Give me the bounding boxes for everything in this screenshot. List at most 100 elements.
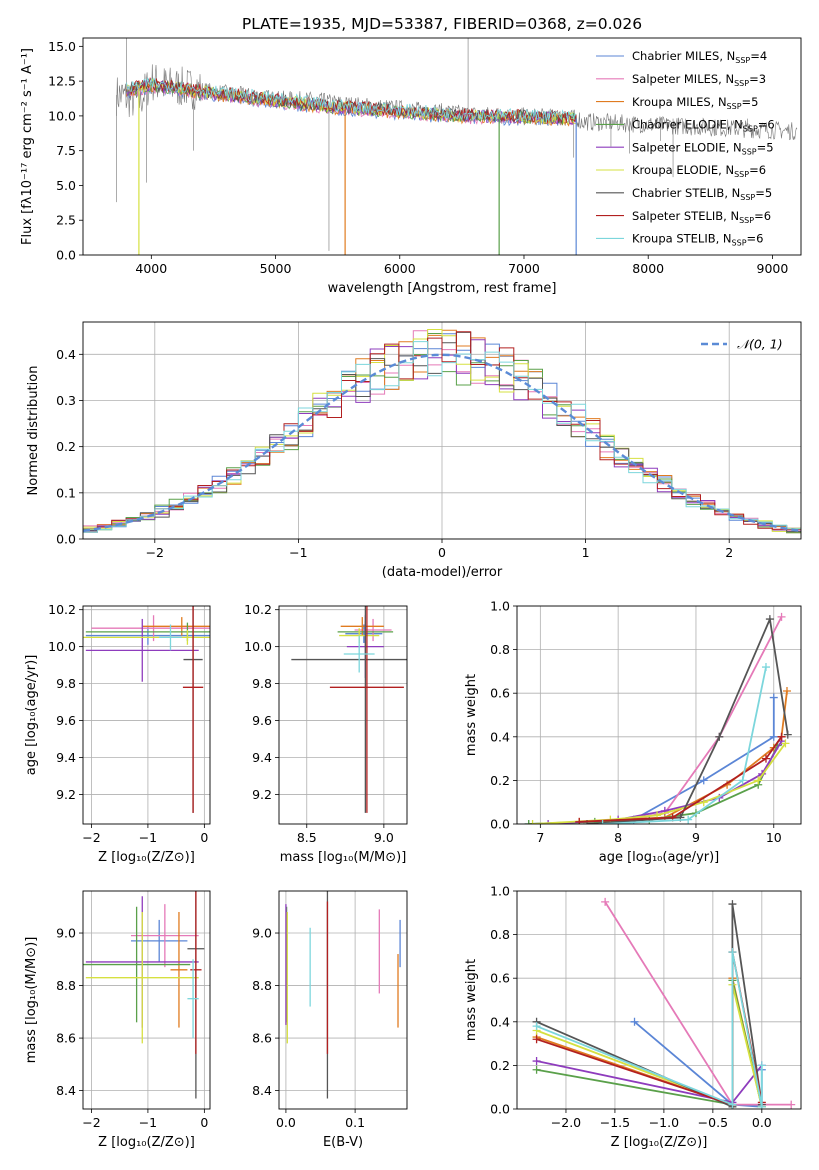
plot-area-residuals [83, 322, 801, 539]
panel-weight_vs_Z: −2.0 −1.5 −1.0 −0.5 0.0 0.0 0.2 0.4 0.6 0.8 1.0 Z [… [464, 884, 802, 1150]
x-tick-label: 0.0 [752, 1115, 772, 1130]
x-tick-label: 8 [614, 830, 622, 845]
axes-frame [82, 37, 802, 256]
y-tick-label: 0.0 [56, 532, 76, 547]
x-tick-label: −1 [139, 1115, 157, 1130]
marker-kroupa-miles [782, 687, 791, 696]
x-tick-label: 7000 [508, 261, 540, 276]
legend-label: Kroupa ELODIE, NSSP=6 [632, 163, 766, 179]
x-tick-label: 9.0 [374, 830, 394, 845]
panel-age_vs_mass: 8.5 9.0 9.2 9.4 9.6 9.8 10.0 10.2 mass [log₁₀(M/… [244, 602, 408, 865]
marker-chabrier-stelib [765, 615, 774, 624]
x-tick-label: 10 [766, 830, 782, 845]
axes-frame [278, 605, 408, 825]
x-tick-label: 1 [582, 545, 590, 560]
model-line-kroupa-stelib [126, 77, 577, 124]
x-axis-label: E(B-V) [323, 1135, 363, 1150]
x-tick-label: 7 [536, 830, 544, 845]
marker-kroupa-stelib [728, 948, 737, 957]
marker-kroupa-stelib [757, 1061, 766, 1070]
panel-age_vs_Z: −2 −1 0 9.2 9.4 9.6 9.8 10.0 10.2 Z [log₁₀(Z/Z⊙)]… [24, 602, 211, 865]
y-tick-label: 7.5 [56, 143, 76, 158]
y-tick-label: 9.0 [56, 926, 76, 941]
plot-area-age_vs_Z [83, 606, 210, 824]
x-tick-label: 4000 [135, 261, 167, 276]
x-tick-label: −2 [146, 545, 164, 560]
y-tick-label: 9.8 [252, 676, 272, 691]
y-tick-label: 8.4 [252, 1083, 272, 1098]
y-tick-label: 9.6 [56, 713, 76, 728]
axes-frame [82, 321, 802, 540]
x-tick-label: −1.0 [649, 1115, 679, 1130]
line-salpeter-stelib [579, 736, 783, 823]
x-axis-label: Z [log₁₀(Z/Z⊙)] [611, 1135, 708, 1150]
marker-salpeter-stelib [761, 754, 770, 763]
y-tick-label: 8.8 [252, 978, 272, 993]
y-axis-label: Normed distribution [26, 366, 41, 496]
y-tick-label: 9.2 [252, 787, 272, 802]
x-axis-label: age [log₁₀(age/yr)] [599, 850, 720, 865]
x-tick-label: −2 [82, 1115, 100, 1130]
y-tick-label: 9.6 [252, 713, 272, 728]
x-tick-label: −0.5 [698, 1115, 728, 1130]
y-tick-label: 0.0 [490, 817, 510, 832]
x-tick-label: −2 [82, 830, 100, 845]
panel-mass_vs_ebv: 0.0 0.1 8.4 8.6 8.8 9.0 E(B-V) [252, 890, 408, 1150]
x-tick-label: 0.1 [345, 1115, 365, 1130]
legend-label: Kroupa STELIB, NSSP=6 [632, 232, 763, 248]
line-salpeter-miles [604, 901, 792, 1106]
y-tick-label: 1.0 [490, 884, 510, 899]
plot-area-weight_vs_age [517, 606, 801, 824]
x-tick-label: 8000 [632, 261, 664, 276]
y-tick-label: 1.0 [490, 599, 510, 614]
y-tick-label: 0.1 [56, 485, 76, 500]
marker-salpeter-elodie [544, 820, 553, 824]
x-tick-label: −2.0 [551, 1115, 581, 1130]
y-tick-label: 9.8 [56, 676, 76, 691]
marker-kroupa-stelib [598, 820, 607, 824]
marker-kroupa-stelib [761, 663, 770, 672]
x-tick-label: 0 [438, 545, 446, 560]
legend-label: Salpeter STELIB, NSSP=6 [632, 209, 771, 225]
x-tick-label: 8.5 [297, 830, 317, 845]
x-tick-label: 0.0 [276, 1115, 296, 1130]
y-tick-label: 0.0 [490, 1102, 510, 1117]
marker-salpeter-miles [787, 1100, 796, 1109]
x-tick-label: 0 [200, 1115, 208, 1130]
y-tick-label: 8.4 [56, 1083, 76, 1098]
y-axis-label: mass weight [464, 674, 479, 756]
marker-chabrier-miles [699, 776, 708, 785]
axes-frame [82, 890, 211, 1110]
marker-chabrier-elodie [524, 820, 533, 824]
marker-kroupa-elodie [699, 798, 708, 807]
legend-label: Salpeter ELODIE, NSSP=5 [632, 140, 774, 156]
y-tick-label: 0.0 [56, 248, 76, 263]
panel-spectrum: 4000 5000 6000 7000 8000 9000 0.0 2.5 5.0 7.5 10.0… [20, 37, 802, 296]
y-tick-label: 0.6 [490, 686, 510, 701]
y-tick-label: 0.8 [490, 642, 510, 657]
plot-area-mass_vs_ebv [279, 891, 407, 1109]
marker-chabrier-stelib [783, 730, 792, 739]
marker-kroupa-elodie [754, 776, 763, 785]
normal-distribution-curve [83, 353, 801, 533]
marker-kroupa-stelib [738, 776, 747, 785]
y-axis-label: mass [log₁₀(M/M⊙)] [24, 937, 39, 1064]
y-tick-label: 0.4 [56, 347, 76, 362]
y-tick-label: 0.2 [490, 773, 510, 788]
y-tick-label: 12.5 [48, 74, 76, 89]
y-tick-label: 10.2 [48, 602, 76, 617]
marker-salpeter-elodie [532, 1057, 541, 1066]
axes-frame [516, 890, 802, 1110]
axes-frame [82, 605, 211, 825]
marker-chabrier-miles [630, 1017, 639, 1026]
y-tick-label: 10.0 [48, 108, 76, 123]
y-tick-label: 10.0 [244, 639, 272, 654]
axes-frame [516, 605, 802, 825]
y-tick-label: 0.3 [56, 393, 76, 408]
y-tick-label: 15.0 [48, 39, 76, 54]
y-tick-label: 0.8 [490, 927, 510, 942]
panel-mass_vs_Z: −2 −1 0 8.4 8.6 8.8 9.0 Z [log₁₀(Z/Z⊙)] mass [lo… [24, 890, 211, 1150]
x-tick-label: −1 [289, 545, 307, 560]
panel-weight_vs_age: 7 8 9 10 0.0 0.2 0.4 0.6 0.8 1.0 age [log₁₀(age/yr… [464, 599, 802, 865]
x-tick-label: 9 [692, 830, 700, 845]
